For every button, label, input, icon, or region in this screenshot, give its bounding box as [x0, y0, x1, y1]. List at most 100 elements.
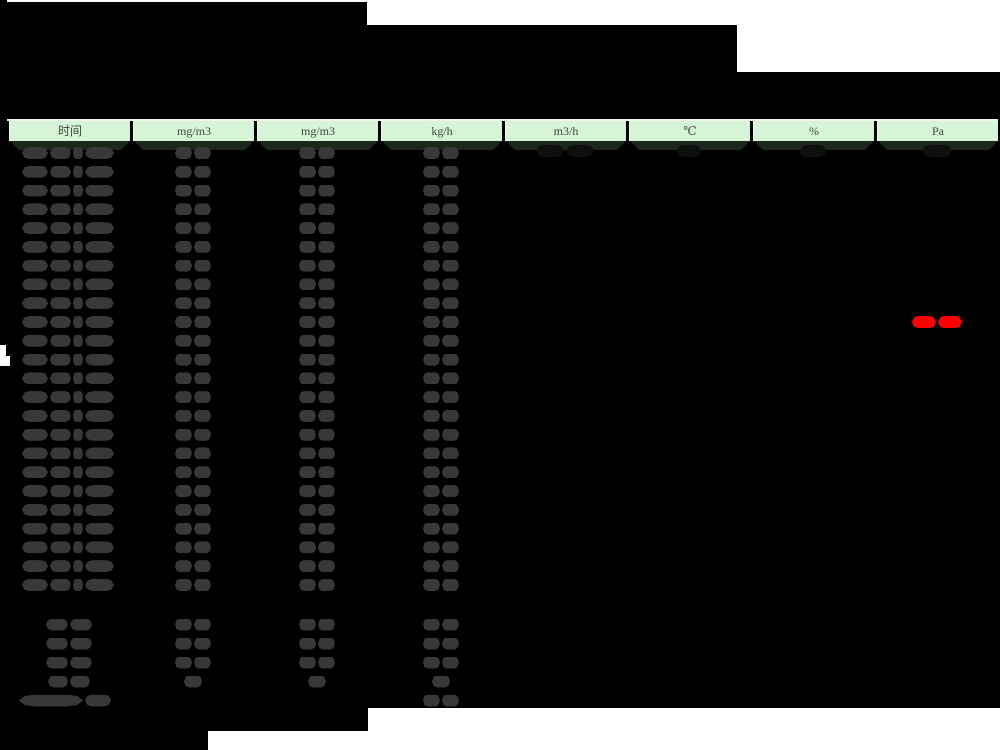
- redacted-text-blob: [318, 391, 335, 404]
- redacted-text-blob: [50, 428, 71, 441]
- table-row-1-faint-value: [799, 145, 827, 157]
- redacted-text-blob: [194, 184, 211, 197]
- redacted-text-blob: [46, 618, 68, 631]
- redacted-text-blob: [194, 259, 211, 272]
- table-row-2-value: [175, 165, 211, 178]
- redacted-text-blob: [423, 560, 440, 573]
- redacted-text-blob: [175, 316, 192, 329]
- table-row-13-value: [175, 372, 211, 385]
- redacted-text-blob: [50, 240, 71, 253]
- redacted-text-blob: [175, 485, 192, 498]
- table-row-6-time: [22, 240, 114, 253]
- redacted-text-blob: [423, 203, 440, 216]
- table-row-5-value: [423, 222, 459, 235]
- redacted-text-blob: [73, 240, 83, 253]
- redacted-text-blob: [423, 222, 440, 235]
- redacted-text-blob: [73, 222, 83, 235]
- redacted-text-blob: [175, 184, 192, 197]
- redacted-text-blob: [175, 203, 192, 216]
- redacted-text-blob: [22, 485, 48, 498]
- table-row-17-value: [299, 447, 335, 460]
- redacted-text-blob: [299, 259, 316, 272]
- redacted-text-blob: [73, 522, 83, 535]
- table-row-5-value: [175, 222, 211, 235]
- page-white-top-right: [737, 0, 1000, 72]
- redacted-text-blob: [175, 297, 192, 310]
- redacted-text-blob: [175, 560, 192, 573]
- redacted-text-blob: [73, 278, 83, 291]
- table-row-16-time: [22, 428, 114, 441]
- redacted-text-blob: [442, 618, 459, 631]
- redacted-text-blob: [50, 447, 71, 460]
- redacted-text-blob: [299, 297, 316, 310]
- redacted-text-blob: [442, 165, 459, 178]
- table-row-13-time: [22, 372, 114, 385]
- redacted-text-blob: [22, 184, 48, 197]
- table-row-7-value: [423, 259, 459, 272]
- redacted-text-blob: [50, 165, 71, 178]
- redacted-text-blob: [423, 316, 440, 329]
- table-row-12-value: [423, 353, 459, 366]
- redacted-text-blob: [423, 278, 440, 291]
- redacted-text-blob: [423, 297, 440, 310]
- redacted-text-blob: [73, 334, 83, 347]
- column-header-percent: %: [753, 121, 874, 141]
- redacted-text-blob: [299, 447, 316, 460]
- redacted-text-blob: [50, 522, 71, 535]
- summary-row-4-value: [184, 675, 202, 688]
- redacted-text-blob: [85, 541, 114, 554]
- redacted-text-blob: [50, 222, 71, 235]
- redacted-text-blob: [194, 372, 211, 385]
- redacted-text-blob: [85, 278, 114, 291]
- redacted-text-blob: [50, 297, 71, 310]
- redacted-text-blob: [442, 372, 459, 385]
- table-row-6-value: [299, 240, 335, 253]
- column-header-celsius: ℃: [629, 121, 750, 141]
- page-white-top-sliver: [7, 0, 367, 2]
- redacted-text-blob: [22, 297, 48, 310]
- table-row-9-value: [299, 297, 335, 310]
- redacted-text-blob: [194, 334, 211, 347]
- redacted-text-blob: [73, 560, 83, 573]
- redacted-text-blob: [73, 203, 83, 216]
- redacted-text-blob: [175, 409, 192, 422]
- redacted-text-blob: [423, 391, 440, 404]
- redacted-text-blob: [318, 541, 335, 554]
- redacted-text-blob: [85, 694, 111, 707]
- summary-row-2-value: [299, 637, 335, 650]
- redacted-text-blob: [442, 297, 459, 310]
- redacted-text-blob: [194, 278, 211, 291]
- table-row-19-value: [423, 485, 459, 498]
- table-row-18-time: [22, 466, 114, 479]
- table-row-1-faint-value: [536, 145, 594, 157]
- redacted-text-blob: [22, 391, 48, 404]
- redacted-text-blob: [299, 541, 316, 554]
- table-row-4-time: [22, 203, 114, 216]
- table-row-24-value: [299, 578, 335, 591]
- summary-row-2-label: [46, 637, 92, 650]
- redacted-text-blob: [50, 466, 71, 479]
- redacted-text-blob: [175, 278, 192, 291]
- redacted-text-blob: [318, 560, 335, 573]
- redacted-text-blob: [85, 259, 114, 272]
- redacted-text-blob: [175, 578, 192, 591]
- redacted-text-blob: [50, 259, 71, 272]
- redacted-text-blob: [299, 522, 316, 535]
- table-row-10-value: [423, 316, 459, 329]
- redacted-text-blob: [73, 409, 83, 422]
- table-row-14-time: [22, 391, 114, 404]
- table-row-11-time: [22, 334, 114, 347]
- redacted-text-blob: [318, 637, 335, 650]
- redacted-text-blob: [299, 637, 316, 650]
- table-row-24-value: [175, 578, 211, 591]
- table-row-23-value: [175, 560, 211, 573]
- redacted-text-blob: [194, 353, 211, 366]
- redacted-text-blob: [194, 637, 211, 650]
- redacted-text-blob: [73, 428, 83, 441]
- redacted-text-blob: [299, 165, 316, 178]
- table-row-2-time: [22, 165, 114, 178]
- redacted-text-blob: [194, 203, 211, 216]
- table-row-6-value: [175, 240, 211, 253]
- table-row-8-value: [175, 278, 211, 291]
- redacted-text-blob: [175, 466, 192, 479]
